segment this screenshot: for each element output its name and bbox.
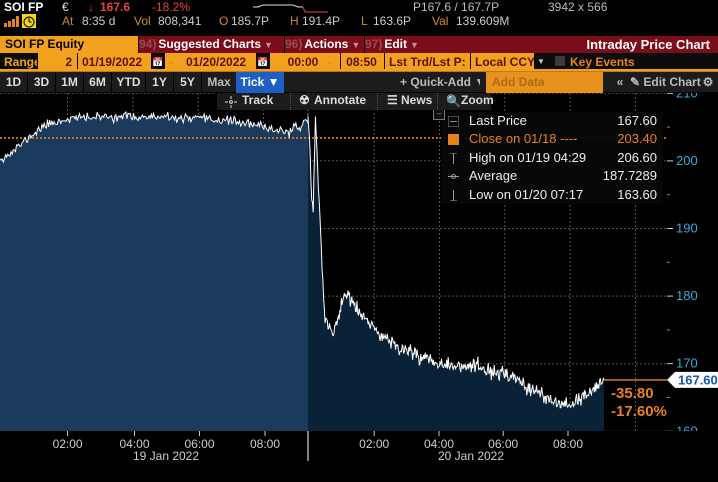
svg-text:210: 210 bbox=[676, 93, 698, 100]
svg-text:20 Jan 2022: 20 Jan 2022 bbox=[438, 449, 504, 461]
svg-text:02:00: 02:00 bbox=[359, 437, 389, 451]
svg-text:170: 170 bbox=[676, 356, 698, 371]
svg-text:08:00: 08:00 bbox=[250, 437, 280, 451]
svg-text:180: 180 bbox=[676, 288, 698, 303]
svg-text:-17.60%: -17.60% bbox=[611, 403, 667, 420]
svg-text:08:00: 08:00 bbox=[553, 437, 583, 451]
svg-text:19 Jan 2022: 19 Jan 2022 bbox=[133, 449, 199, 461]
svg-text:160: 160 bbox=[676, 423, 698, 431]
svg-text:02:00: 02:00 bbox=[53, 437, 83, 451]
svg-text:167.60: 167.60 bbox=[678, 372, 718, 387]
svg-text:-35.80: -35.80 bbox=[611, 385, 654, 402]
svg-text:190: 190 bbox=[676, 221, 698, 236]
svg-text:200: 200 bbox=[676, 153, 698, 168]
